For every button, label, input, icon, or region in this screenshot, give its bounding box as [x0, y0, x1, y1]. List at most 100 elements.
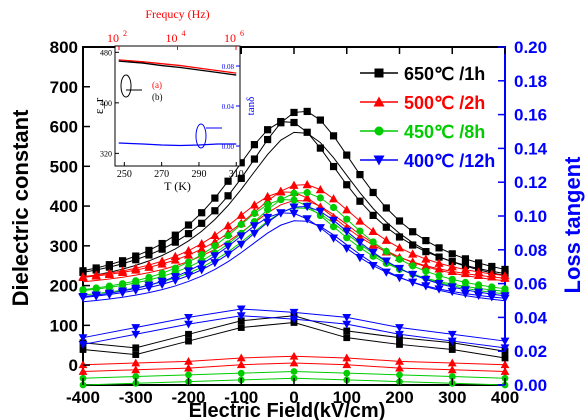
dielectric-point: [276, 209, 286, 218]
y2-tick-label: 0.12: [514, 173, 547, 192]
dielectric-point: [277, 117, 285, 126]
dielectric-point: [117, 266, 128, 275]
loss-point: [342, 360, 352, 369]
dielectric-point: [394, 264, 405, 274]
dielectric-point: [394, 243, 405, 252]
y-tick-label: 600: [50, 118, 78, 137]
dielectric-point: [315, 185, 325, 194]
dielectric-point: [211, 207, 219, 215]
loss-point: [185, 337, 192, 345]
loss-point: [78, 367, 88, 375]
dielectric-point: [132, 252, 140, 260]
loss-point: [342, 314, 352, 322]
loss-point: [289, 351, 299, 360]
dielectric-point: [118, 280, 127, 288]
dielectric-point: [197, 239, 207, 248]
y-tick-label: 100: [50, 316, 78, 335]
loss-point: [184, 320, 193, 329]
dielectric-point: [263, 213, 273, 223]
dielectric-point: [409, 262, 417, 270]
loss-point: [343, 369, 351, 377]
dielectric-point: [343, 215, 351, 223]
inset-y2-tick-label: 0.04: [222, 103, 235, 111]
loss-point: [131, 365, 141, 374]
y2-tick-label: 0.10: [514, 207, 547, 226]
dielectric-point: [264, 126, 272, 134]
inset-top-tick-exp: 4: [182, 29, 186, 38]
dielectric-point: [198, 219, 206, 227]
dielectric-point: [355, 216, 365, 225]
inset-y-tick-label: 320: [100, 149, 112, 158]
inset-top-axis-title: Frequcy (Hz): [145, 7, 209, 21]
loss-point: [79, 346, 87, 353]
loss-point: [343, 327, 351, 335]
dielectric-point: [145, 246, 153, 255]
dielectric-point: [395, 255, 404, 263]
dielectric-point: [131, 284, 141, 294]
dielectric-point: [408, 249, 418, 258]
loss-point: [131, 330, 141, 339]
loss-point: [447, 330, 457, 339]
dielectric-point: [329, 162, 338, 171]
y2-tick-label: 0.08: [514, 241, 547, 260]
loss-point: [289, 358, 299, 367]
legend-marker: [374, 126, 384, 136]
dielectric-point: [236, 210, 246, 219]
dielectric-point: [329, 132, 338, 140]
loss-point: [395, 363, 404, 372]
dielectric-point: [343, 181, 351, 189]
dielectric-point: [447, 287, 457, 297]
dielectric-point: [91, 291, 101, 300]
x-tick-label: -200: [171, 388, 205, 407]
dielectric-point: [356, 227, 364, 235]
loss-point: [78, 341, 88, 349]
y2-tick-label: 0.14: [514, 139, 548, 158]
inset-x-tick-label: 310: [229, 169, 244, 180]
loss-point: [236, 360, 246, 369]
inset-top-tick-label: 10: [107, 31, 119, 45]
inset-line-1: [118, 60, 237, 76]
legend-label: 400℃ /12h: [404, 151, 495, 171]
inset-top-tick-exp: 6: [240, 29, 244, 38]
series-dielectric-3: [78, 202, 510, 303]
dielectric-point: [118, 257, 127, 265]
y-tick-label: 500: [50, 157, 78, 176]
dielectric-point: [197, 244, 207, 253]
dielectric-line: [82, 131, 506, 278]
dielectric-point: [250, 209, 259, 218]
dielectric-point: [104, 289, 114, 298]
loss-point: [78, 360, 88, 369]
dielectric-point: [264, 206, 272, 214]
legend: 650℃ /1h 500℃ /2h 450℃ /8h 400℃ /12h: [360, 64, 495, 171]
dielectric-point: [249, 200, 260, 209]
y-tick-label: 400: [50, 197, 78, 216]
dielectric-line: [82, 220, 506, 303]
dielectric-point: [224, 192, 232, 200]
dielectric-point: [315, 207, 325, 216]
loss-point: [236, 312, 246, 321]
dielectric-point: [210, 252, 220, 261]
inset-y-tick-label: 480: [100, 48, 112, 57]
dielectric-point: [290, 196, 298, 204]
loss-point: [500, 344, 510, 353]
loss-point: [500, 360, 510, 369]
dielectric-point: [211, 194, 219, 202]
x-axis-title: Electric Field(kV/cm): [189, 400, 386, 420]
dielectric-point: [395, 233, 404, 241]
loss-point: [395, 356, 404, 365]
dielectric-point: [460, 290, 471, 299]
loss-point: [447, 365, 457, 374]
loss-point: [290, 368, 298, 375]
dielectric-point: [170, 273, 180, 282]
dielectric-point: [356, 170, 364, 179]
dielectric-point: [157, 256, 167, 265]
dielectric-point: [422, 248, 430, 256]
dielectric-point: [144, 281, 154, 290]
x-tick-label: 200: [385, 388, 413, 407]
dielectric-point: [434, 258, 444, 267]
dielectric-point: [435, 244, 443, 252]
y-tick-label: 200: [50, 277, 78, 296]
dielectric-point: [223, 242, 233, 251]
dielectric-point: [104, 268, 114, 277]
